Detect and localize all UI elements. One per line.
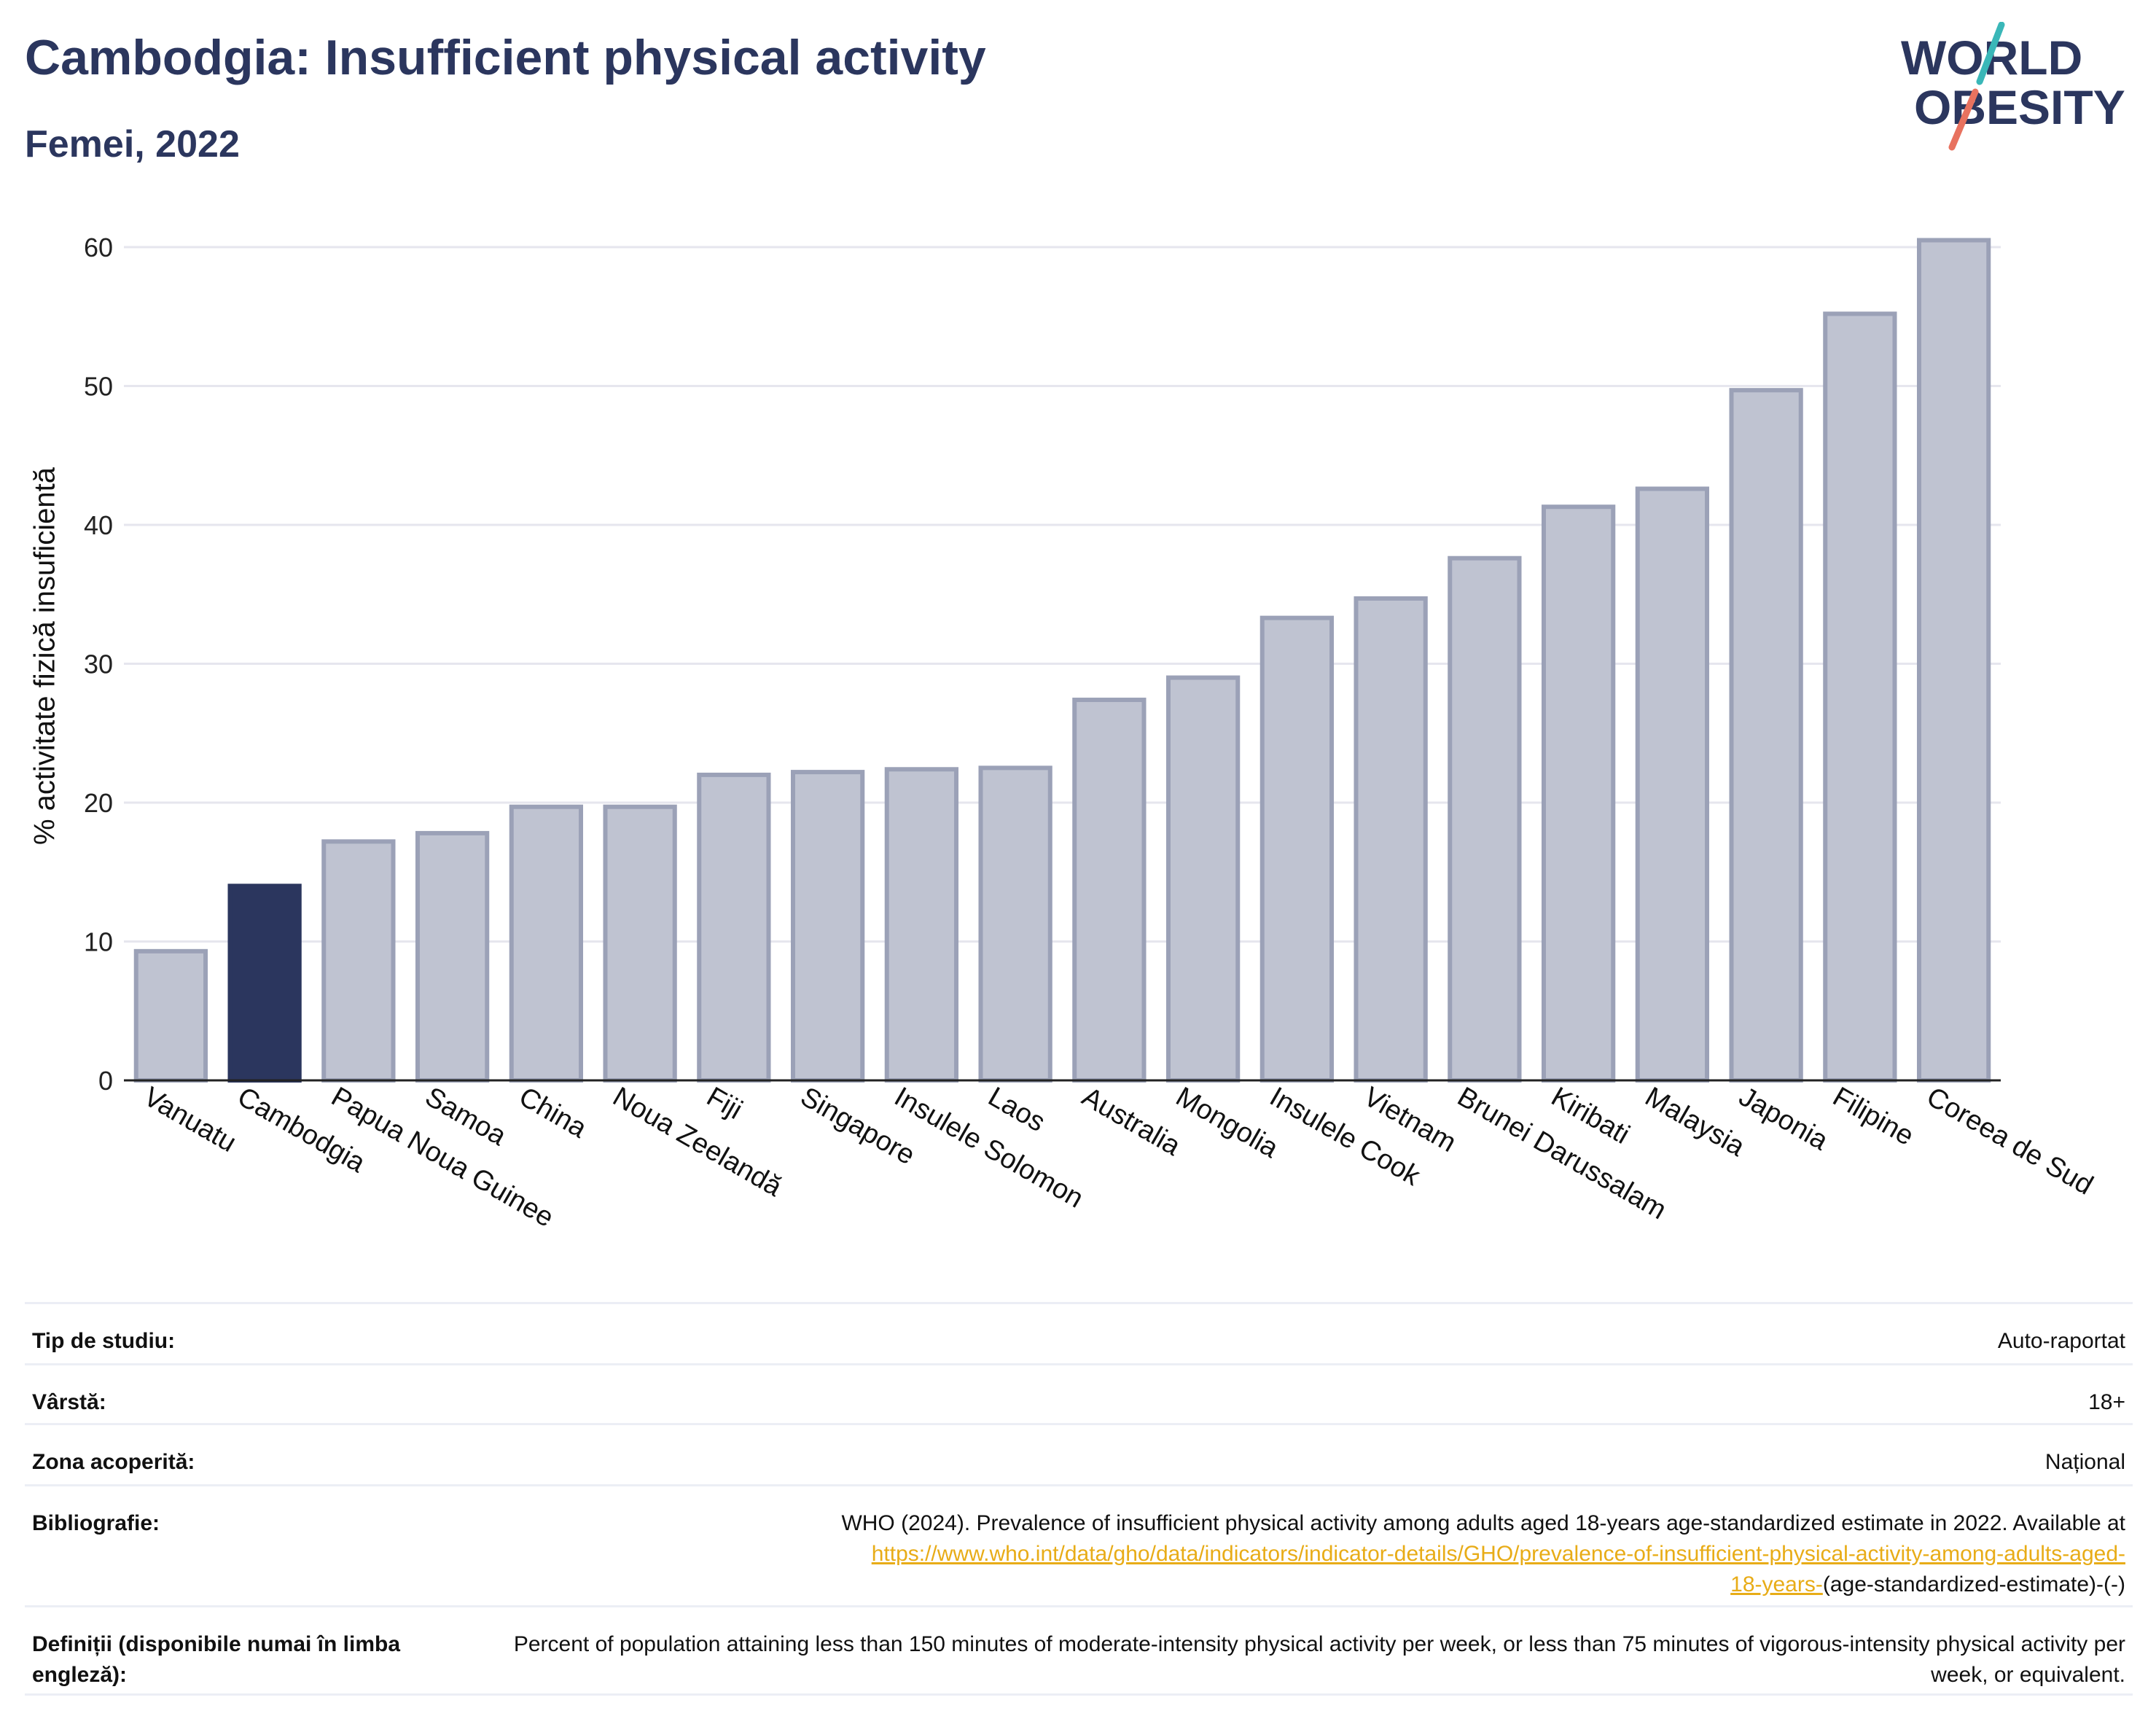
- x-tick-label: Laos: [983, 1081, 1050, 1138]
- definitions-label: Definiții (disponibile numai în limba en…: [32, 1632, 401, 1687]
- x-tick-label: Vanuatu: [138, 1081, 241, 1158]
- bibliography-suffix: (age-standardized-estimate)-(-): [1822, 1572, 2125, 1596]
- info-row-definitions: Definiții (disponibile numai în limba en…: [25, 1605, 2133, 1696]
- info-row-bibliography: Bibliografie: WHO (2024). Prevalence of …: [25, 1484, 2133, 1605]
- logo-text-obesity: OBESITY: [1914, 80, 2125, 134]
- x-tick-label: China: [514, 1081, 593, 1144]
- bar-coreea-de-sud: [1916, 238, 1991, 1083]
- bibliography-value: WHO (2024). Prevalence of insufficient p…: [499, 1508, 2125, 1600]
- bar-singapore: [790, 770, 865, 1083]
- age-label: Vârstă:: [32, 1390, 106, 1414]
- x-tick-label: Coreea de Sud: [1921, 1081, 2098, 1201]
- bibliography-link[interactable]: https://www.who.int/data/gho/data/indica…: [871, 1542, 2125, 1566]
- y-tick-label: 20: [84, 788, 113, 818]
- bar-vanuatu: [133, 948, 208, 1083]
- y-tick-label: 60: [84, 233, 113, 262]
- x-tick-label: Japonia: [1734, 1081, 1834, 1156]
- bar-vietnam: [1354, 596, 1428, 1083]
- y-tick-label: 10: [84, 927, 113, 957]
- info-row-study-type: Tip de studiu: Auto-raportat: [25, 1302, 2133, 1363]
- bibliography-label: Bibliografie:: [32, 1511, 160, 1535]
- bar-japonia: [1729, 388, 1803, 1083]
- x-tick-label: Noua Zeelandă: [608, 1081, 788, 1203]
- study-type-label: Tip de studiu:: [32, 1329, 176, 1353]
- bar-cambodgia: [227, 884, 302, 1083]
- definitions-value: Percent of population attaining less tha…: [513, 1632, 2125, 1687]
- age-value: 18+: [2088, 1390, 2125, 1414]
- study-type-value: Auto-raportat: [1997, 1329, 2125, 1353]
- x-tick-label: Mongolia: [1171, 1081, 1284, 1164]
- bars: [133, 238, 1991, 1083]
- y-tick-label: 30: [84, 650, 113, 679]
- x-tick-label: Malaysia: [1640, 1081, 1751, 1163]
- bar-kiribati: [1541, 504, 1616, 1083]
- bar-mongolia: [1165, 675, 1241, 1083]
- bar-filipine: [1823, 311, 1897, 1083]
- world-obesity-logo: WORLD OBESITY: [1901, 22, 2125, 151]
- bibliography-link-continued[interactable]: 18-years-: [1730, 1572, 1823, 1596]
- bar-brunei-darussalam: [1448, 555, 1522, 1083]
- y-tick-label: 40: [84, 510, 113, 540]
- bar-australia: [1072, 698, 1147, 1083]
- bar-papua-noua-guinee: [321, 839, 396, 1083]
- y-tick-label: 0: [98, 1066, 113, 1096]
- bar-insulele-cook: [1259, 615, 1335, 1083]
- y-tick-label: 50: [84, 372, 113, 402]
- chart-subtitle: Femei, 2022: [25, 123, 240, 165]
- bar-laos: [978, 765, 1052, 1083]
- chart-title: Cambodgia: Insufficient physical activit…: [25, 30, 986, 85]
- bar-insulele-solomon: [884, 767, 959, 1083]
- bar-malaysia: [1635, 486, 1710, 1083]
- info-table: Tip de studiu: Auto-raportat Vârstă: 18+…: [25, 1302, 2133, 1696]
- y-axis-label: % activitate fizică insuficientă: [28, 467, 61, 846]
- grid-lines: [124, 246, 2001, 943]
- x-tick-label: Fiji: [701, 1081, 747, 1126]
- info-row-coverage: Zona acoperită: Național: [25, 1423, 2133, 1484]
- bar-samoa: [415, 830, 490, 1083]
- coverage-value: Național: [2044, 1450, 2125, 1474]
- bar-fiji: [697, 772, 771, 1083]
- bar-china: [509, 804, 584, 1083]
- info-row-age: Vârstă: 18+: [25, 1363, 2133, 1423]
- x-tick-label: Filipine: [1827, 1081, 1918, 1152]
- coverage-label: Zona acoperită:: [32, 1450, 195, 1474]
- bar-noua-zeelandă: [603, 804, 677, 1083]
- x-tick-label: Australia: [1077, 1081, 1186, 1162]
- bibliography-text: WHO (2024). Prevalence of insufficient p…: [841, 1511, 2125, 1535]
